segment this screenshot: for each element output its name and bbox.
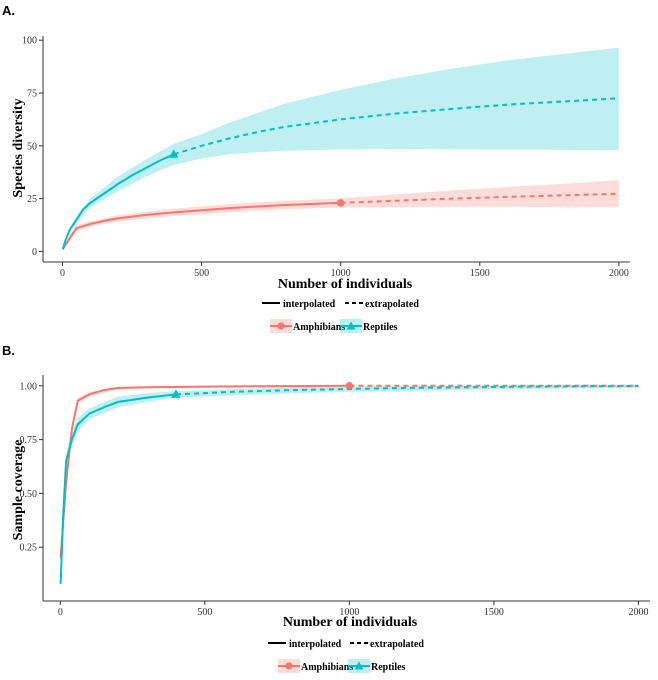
panel-b-y-tick-label: 0.25 (20, 543, 38, 554)
panel-b-reptiles-interpolated-line (59, 393, 177, 584)
panel-a-x-tick-label: 0 (60, 268, 65, 279)
legend-extrapolated-label: extrapolated (370, 639, 424, 650)
panel-b-reptiles-ci-ribbon (60, 385, 639, 586)
amphibians-key-circle (277, 322, 285, 330)
panel-a-reptiles-extrapolated-line (173, 97, 619, 156)
panel-a-y-tick-label: 100 (22, 36, 37, 47)
panel-a-y-axis-title: Species diversity (11, 98, 26, 197)
panel-a-y-tick-label: 0 (32, 247, 37, 258)
legend-interpolated-label: interpolated (283, 299, 336, 310)
panel-b-x-tick-label: 1500 (484, 607, 504, 618)
legend-interpolated-label: interpolated (289, 639, 342, 650)
panel-a-y-tick-label: 50 (27, 141, 37, 152)
panel-a-linetype-legend: interpolated extrapolated (262, 299, 419, 310)
panel-a-species-diversity: A. 0 500 1000 1500 2000 0 25 50 75 100 Number of … (2, 3, 630, 333)
panel-a-species-legend: Amphibians Reptiles (270, 319, 398, 333)
panel-b-x-axis-title: Number of individuals (283, 615, 418, 630)
panel-a-amphibians-interpolated-line (61, 201, 341, 250)
panel-a-amphibians-extrapolated-line (340, 192, 619, 204)
panel-b-amphibians-observed-point (345, 382, 354, 390)
panel-b-y-tick-label: 1.00 (20, 381, 38, 392)
amphibians-key-circle (285, 662, 293, 670)
plot-a-area: 0 500 1000 1500 2000 0 25 50 75 100 (22, 36, 630, 279)
legend-reptiles-label: Reptiles (363, 322, 398, 333)
panel-b-x-tick-label: 2000 (628, 607, 648, 618)
panel-b-sample-coverage: B. 0 500 1000 1500 2000 0.25 0.50 0.75 1.00 Numb… (2, 343, 650, 673)
legend-amphibians-label: Amphibians (301, 662, 353, 673)
panel-b-y-tick-label: 0.75 (20, 435, 38, 446)
panel-a-amphibians-observed-point (336, 199, 345, 207)
panel-a-y-tick-label: 25 (27, 194, 37, 205)
panel-a-x-tick-label: 2000 (609, 268, 629, 279)
legend-amphibians-label: Amphibians (293, 322, 345, 333)
panel-a-reptiles-observed-point (169, 149, 179, 158)
panel-b-linetype-legend: interpolated extrapolated (268, 639, 424, 650)
reptiles-key-triangle (346, 321, 356, 330)
panel-b-x-tick-label: 500 (197, 607, 212, 618)
legend-reptiles-label: Reptiles (371, 662, 406, 673)
panel-a-x-axis-title: Number of individuals (278, 277, 413, 292)
panel-a-reptiles-interpolated-line (61, 153, 175, 250)
panel-a-y-tick-label: 75 (27, 89, 37, 100)
panel-a-label: A. (2, 3, 15, 18)
reptiles-key-triangle (354, 661, 364, 670)
legend-extrapolated-label: extrapolated (365, 299, 419, 310)
panel-a-x-tick-label: 500 (194, 268, 209, 279)
panel-b-x-tick-label: 0 (58, 607, 63, 618)
panel-b-x-tick-label: 1000 (339, 607, 359, 618)
panel-b-reptiles-observed-point (171, 389, 181, 398)
panel-b-species-legend: Amphibians Reptiles (278, 659, 406, 673)
panel-a-x-tick-label: 1000 (331, 268, 351, 279)
panel-b-label: B. (2, 343, 15, 358)
plot-b-area: 0 500 1000 1500 2000 0.25 0.50 0.75 1.00 (20, 375, 650, 618)
panel-b-y-tick-label: 0.50 (20, 489, 38, 500)
panel-a-reptiles-ci-ribbon (62, 47, 619, 250)
panel-a-x-tick-label: 1500 (470, 268, 490, 279)
panel-b-y-axis-title: Sample coverage (11, 440, 26, 541)
